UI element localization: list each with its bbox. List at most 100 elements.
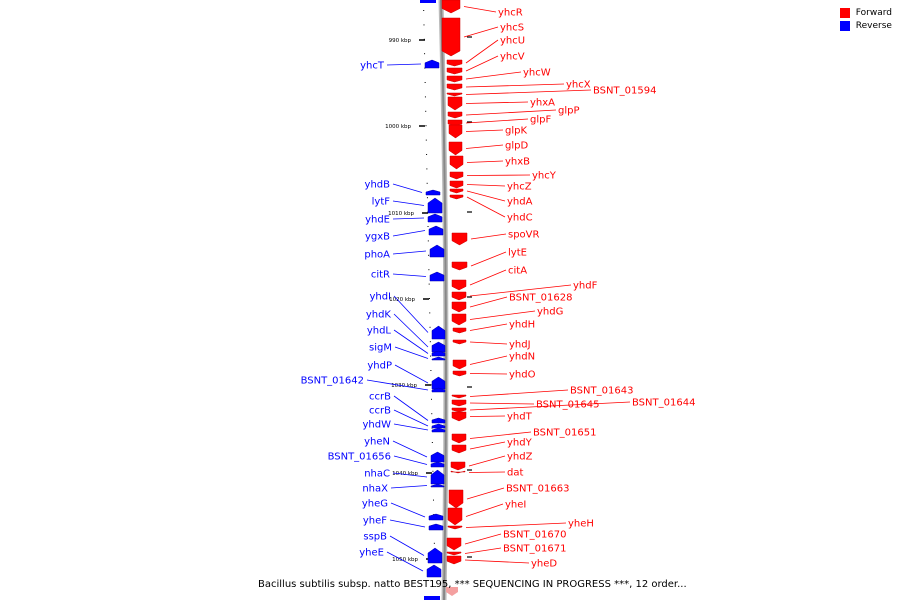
reverse-gene-label: BSNT_01656: [328, 452, 391, 463]
reverse-gene-leader: [386, 63, 422, 66]
reverse-gene-arrow: [431, 417, 446, 424]
forward-gene-leader: [466, 184, 506, 187]
forward-gene-leader: [465, 71, 522, 80]
forward-gene-leader: [468, 455, 506, 467]
axis-tick-minor: [427, 226, 429, 227]
forward-gene-label: yheI: [505, 500, 526, 511]
forward-gene-arrow: [451, 394, 467, 399]
forward-gene-arrow: [451, 279, 467, 291]
reverse-gene-arrow: [420, 0, 436, 3]
forward-swatch: [839, 8, 850, 18]
forward-gene-arrow: [446, 83, 463, 91]
forward-gene-leader: [465, 118, 529, 124]
forward-gene-arrow: [448, 141, 463, 156]
axis-tick-minor: [432, 470, 434, 472]
forward-gene-label: yheH: [568, 519, 594, 530]
reverse-gene-label: nhaC: [364, 469, 390, 480]
legend-reverse-label: Reverse: [855, 21, 892, 31]
reverse-gene-label: yhdB: [365, 180, 391, 191]
forward-gene-leader: [469, 441, 506, 450]
forward-gene-arrow: [452, 370, 467, 377]
reverse-gene-arrow: [426, 564, 442, 578]
reverse-gene-leader: [393, 295, 429, 333]
forward-gene-arrow: [449, 155, 464, 170]
reverse-gene-arrow: [427, 547, 443, 564]
forward-gene-label: BSNT_01643: [570, 386, 633, 397]
axis-tick-minor: [428, 283, 430, 285]
reverse-gene-arrow: [427, 213, 443, 223]
axis-tick-label: 1000 kbp: [385, 124, 411, 130]
reverse-gene-leader: [393, 313, 429, 348]
forward-gene-leader: [463, 6, 497, 13]
forward-gene-label: yhdZ: [507, 452, 533, 463]
forward-gene-leader: [469, 415, 506, 417]
forward-gene-leader: [469, 401, 631, 411]
forward-gene-arrow: [451, 261, 468, 271]
axis-tick-minor: [423, 24, 425, 26]
forward-gene-leader: [465, 503, 504, 517]
forward-gene-label: yhcY: [532, 171, 557, 182]
reverse-gene-leader: [392, 273, 427, 277]
reverse-gene-arrow: [431, 350, 446, 357]
forward-gene-arrow: [452, 359, 467, 370]
reverse-gene-label: sigM: [369, 343, 392, 354]
reverse-gene-label: lytF: [372, 197, 391, 208]
axis-tick-minor: [430, 370, 432, 371]
reverse-gene-leader: [390, 485, 428, 489]
axis-tick-label: 1040 kbp: [392, 471, 418, 477]
forward-gene-leader: [465, 101, 529, 104]
reverse-gene-arrow: [428, 523, 444, 531]
forward-gene-label: yhcR: [498, 8, 523, 19]
forward-gene-label: yhxB: [505, 157, 530, 168]
axis-tick-minor: [426, 197, 428, 199]
forward-gene-arrow: [451, 291, 467, 301]
reverse-gene-label: yhdK: [366, 310, 392, 321]
reverse-gene-arrow: [431, 387, 446, 393]
axis-tick-label: 1020 kbp: [389, 297, 415, 303]
forward-gene-label: citA: [508, 266, 527, 277]
forward-gene-arrow: [451, 313, 467, 326]
forward-gene-leader: [466, 487, 505, 500]
reverse-gene-label: yheG: [362, 499, 388, 510]
reverse-gene-label: yhdI: [369, 292, 391, 303]
axis-tick-minor: [428, 298, 430, 299]
forward-gene-label: yhdY: [507, 438, 533, 449]
forward-gene-leader: [468, 471, 506, 473]
reverse-gene-leader: [392, 250, 427, 255]
forward-gene-label: yhcU: [500, 36, 525, 47]
forward-gene-arrow: [450, 461, 466, 471]
forward-gene-arrow: [446, 537, 462, 551]
forward-gene-arrow: [446, 67, 463, 75]
reverse-gene-arrow: [431, 427, 446, 433]
forward-gene-arrow: [441, 0, 461, 14]
forward-gene-label: yhcW: [523, 68, 551, 79]
reverse-gene-label: yhdP: [367, 361, 392, 372]
axis-tick-minor: [429, 312, 431, 314]
forward-gene-leader: [469, 284, 572, 297]
forward-gene-leader: [469, 296, 508, 308]
reverse-gene-label: ccrB: [369, 392, 391, 403]
axis-tick-label: 1010 kbp: [388, 211, 414, 217]
reverse-gene-leader: [392, 200, 425, 206]
reverse-gene-label: sspB: [363, 532, 387, 543]
reverse-gene-label: yhdW: [363, 420, 392, 431]
reverse-gene-leader: [386, 551, 424, 572]
reverse-gene-leader: [390, 502, 426, 518]
forward-gene-label: BSNT_01663: [506, 484, 569, 495]
reverse-gene-leader: [392, 230, 426, 237]
forward-gene-arrow: [451, 301, 467, 313]
forward-gene-arrow: [451, 444, 467, 454]
reverse-gene-label: ygxB: [365, 232, 390, 243]
reverse-gene-arrow: [431, 423, 446, 429]
forward-gene-arrow: [451, 411, 467, 422]
forward-gene-leader: [465, 89, 592, 95]
forward-gene-leader: [465, 109, 557, 116]
forward-gene-arrow: [446, 587, 458, 596]
forward-gene-leader: [465, 522, 567, 528]
reverse-gene-arrow: [431, 356, 446, 361]
forward-gene-label: yhdC: [507, 213, 533, 224]
backbone-line: [440, 0, 447, 600]
reverse-gene-label: BSNT_01642: [301, 376, 364, 387]
axis-tick-minor: [426, 154, 428, 155]
reverse-gene-leader: [394, 346, 429, 359]
